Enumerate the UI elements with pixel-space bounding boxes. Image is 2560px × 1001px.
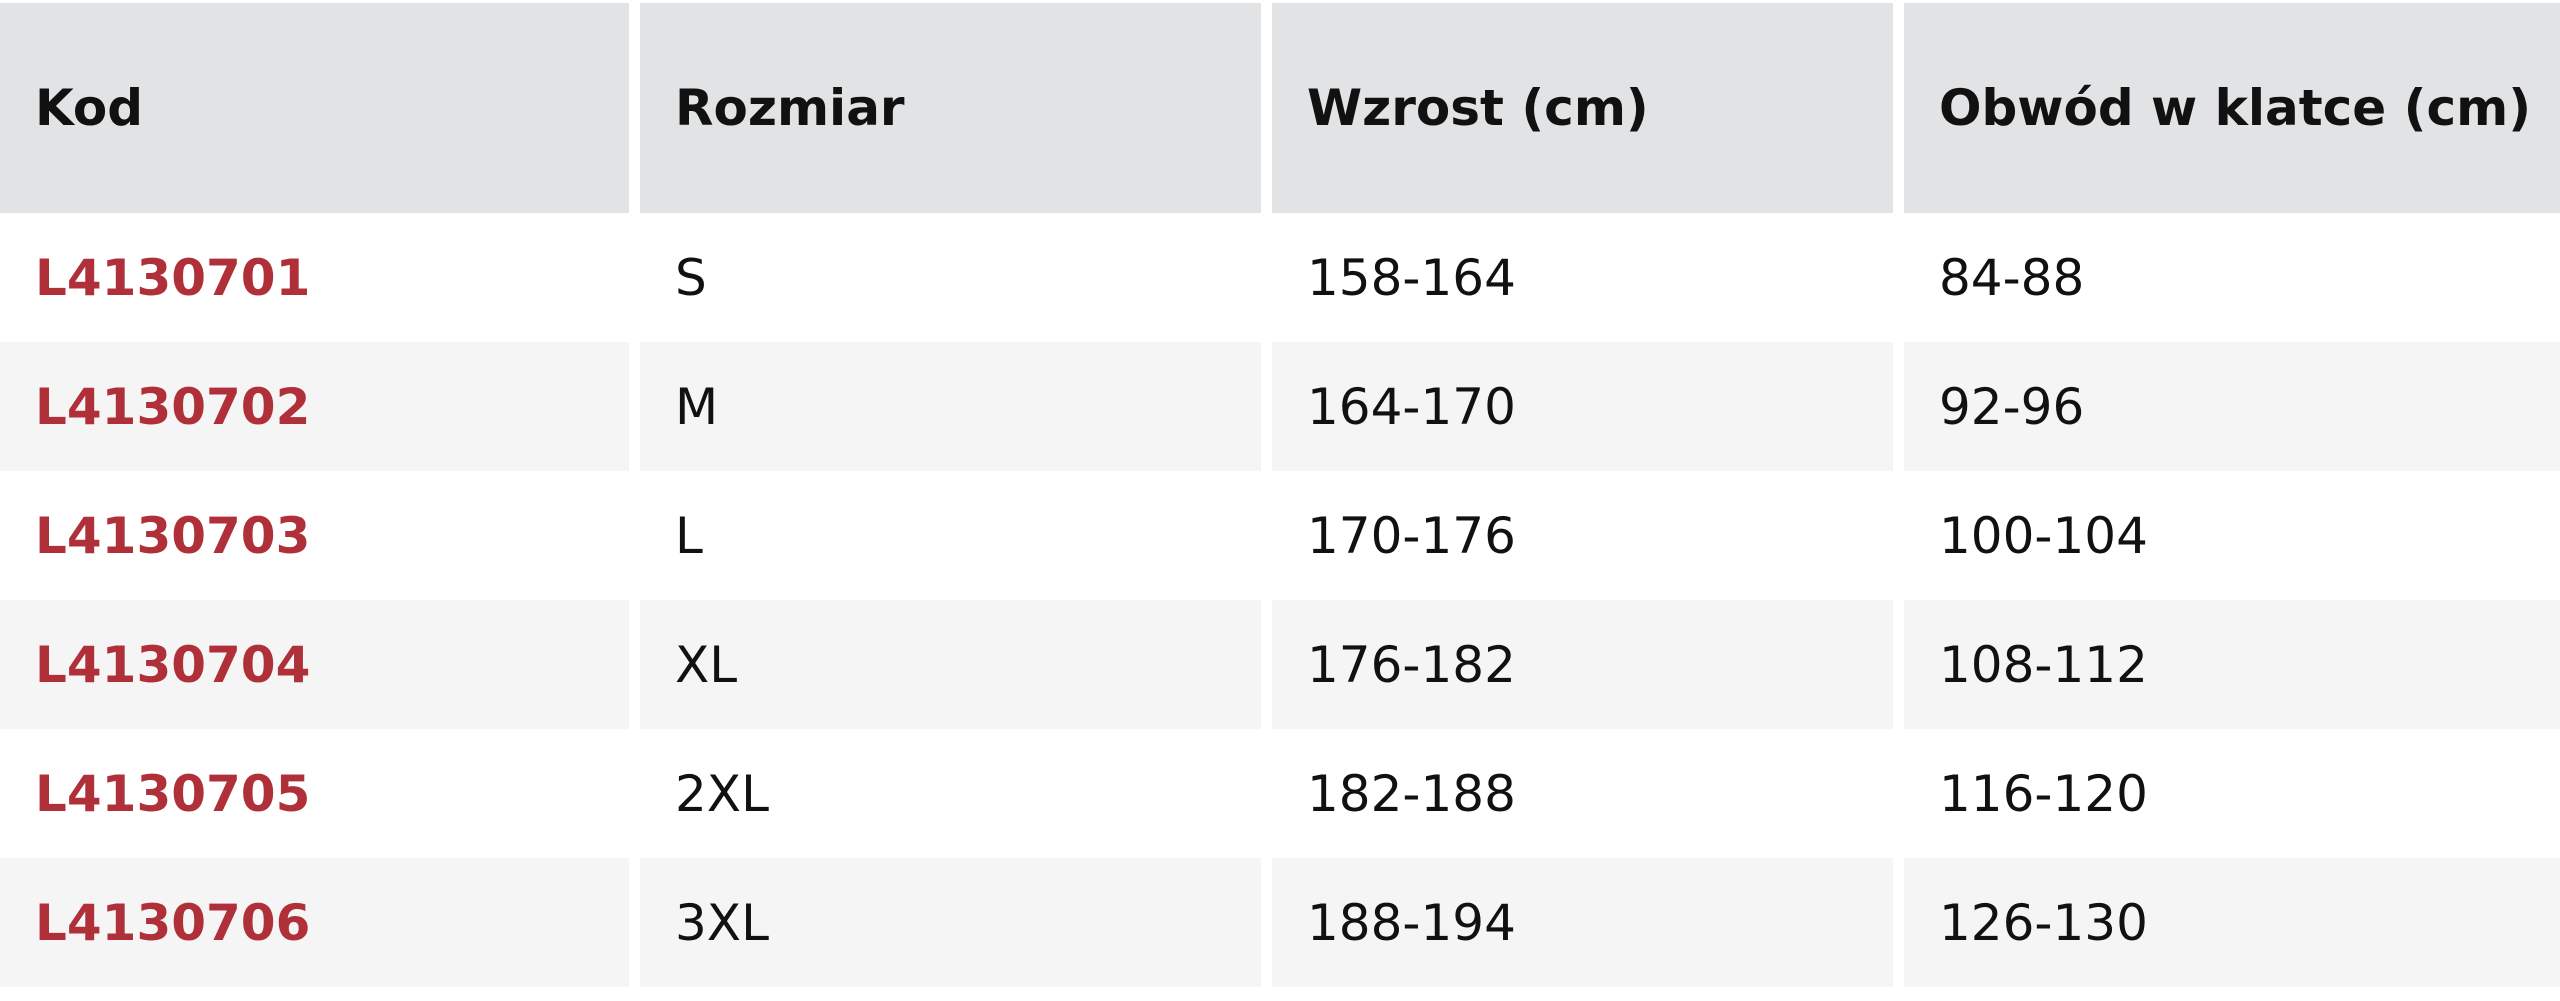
table-row: L4130703 L 170-176 100-104 (0, 471, 2560, 600)
header-size: Rozmiar (640, 3, 1261, 213)
cell-size: S (675, 248, 707, 307)
cell-code: L4130704 (0, 600, 629, 729)
cell-code: L4130701 (35, 248, 311, 307)
cell-size: M (640, 342, 1261, 471)
table-row: L4130706 3XL 188-194 126-130 (0, 858, 2560, 987)
cell-height: 164-170 (1272, 342, 1893, 471)
table-row: L4130701 S 158-164 84-88 (0, 213, 2560, 342)
cell-size: 2XL (675, 764, 769, 823)
cell-chest: 108-112 (1904, 600, 2560, 729)
cell-chest: 84-88 (1939, 248, 2085, 307)
header-chest: Obwód w klatce (cm) (1904, 3, 2560, 213)
cell-code: L4130703 (35, 506, 311, 565)
table-row: L4130705 2XL 182-188 116-120 (0, 729, 2560, 858)
cell-height: 188-194 (1272, 858, 1893, 987)
cell-code: L4130705 (35, 764, 311, 823)
cell-chest: 116-120 (1939, 764, 2148, 823)
cell-chest: 92-96 (1904, 342, 2560, 471)
cell-height: 182-188 (1307, 764, 1516, 823)
table-row: L4130702 M 164-170 92-96 (0, 342, 2560, 471)
header-row: Kod Rozmiar Wzrost (cm) Obwód w klatce (… (0, 3, 2560, 213)
header-code: Kod (0, 3, 629, 213)
cell-size: L (675, 506, 703, 565)
header-height: Wzrost (cm) (1272, 3, 1893, 213)
cell-code: L4130706 (0, 858, 629, 987)
cell-code: L4130702 (0, 342, 629, 471)
cell-height: 158-164 (1307, 248, 1516, 307)
cell-chest: 126-130 (1904, 858, 2560, 987)
cell-height: 170-176 (1307, 506, 1516, 565)
cell-size: XL (640, 600, 1261, 729)
cell-chest: 100-104 (1939, 506, 2148, 565)
size-table: Kod Rozmiar Wzrost (cm) Obwód w klatce (… (0, 3, 2560, 987)
cell-height: 176-182 (1272, 600, 1893, 729)
table-row: L4130704 XL 176-182 108-112 (0, 600, 2560, 729)
cell-size: 3XL (640, 858, 1261, 987)
